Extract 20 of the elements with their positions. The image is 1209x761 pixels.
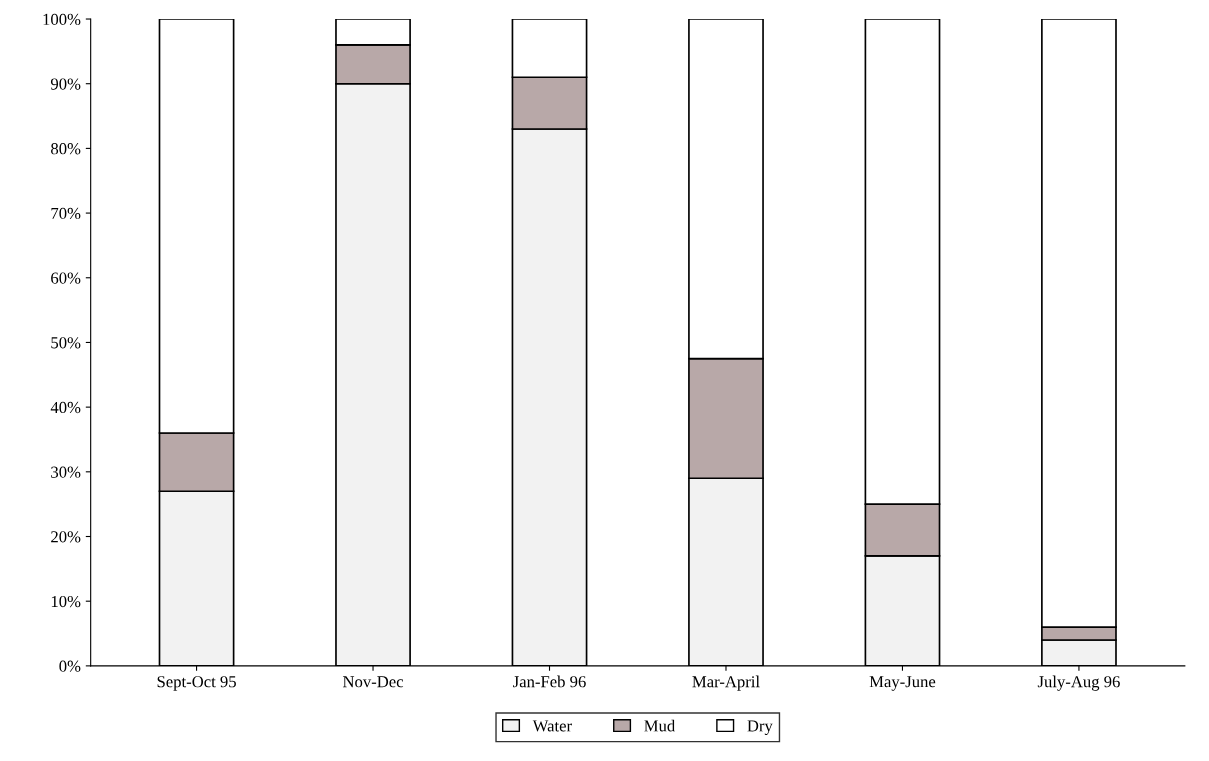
legend-label: Mud — [644, 719, 676, 732]
x-tick-label: Nov-Dec — [342, 676, 404, 688]
y-tick-label: 10% — [51, 595, 81, 608]
y-tick-label: 80% — [51, 143, 81, 155]
x-tick-label: Jan-Feb 96 — [513, 675, 586, 688]
y-tick-label: 30% — [51, 466, 81, 478]
x-tick-label: Mar-April — [692, 675, 760, 691]
y-tick-label: 0% — [59, 660, 81, 672]
y-tick-label: 100% — [43, 13, 81, 26]
y-tick-label: 60% — [51, 272, 81, 284]
y-tick-label: 20% — [51, 531, 81, 543]
x-tick-label: July-Aug 96 — [1037, 675, 1120, 691]
y-tick-label: 40% — [50, 401, 81, 414]
legend-label: Water — [532, 720, 572, 732]
x-tick-label: May-June — [869, 676, 936, 691]
y-tick-label: 50% — [51, 337, 81, 349]
y-tick-label: 70% — [51, 207, 81, 220]
legend-label: Dry — [747, 720, 773, 735]
y-tick-label: 90% — [50, 78, 81, 90]
x-tick-label: Sept-Oct 95 — [157, 676, 236, 691]
